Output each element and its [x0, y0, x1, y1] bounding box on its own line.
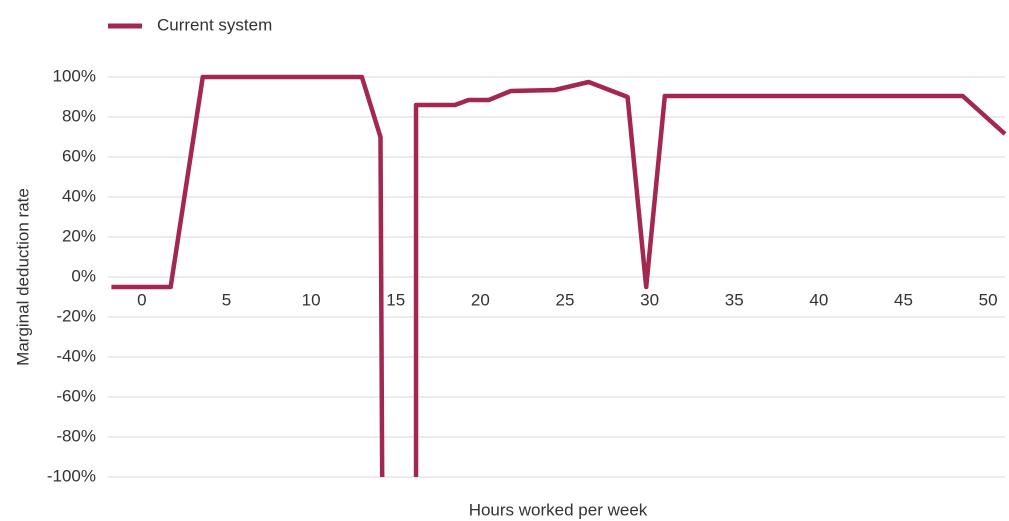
y-tick-label: -20% [56, 306, 96, 325]
y-tick-label: 100% [53, 66, 96, 85]
y-axis-label: Marginal deduction rate [13, 188, 32, 366]
x-tick-label: 45 [894, 290, 913, 309]
x-tick-label: 20 [471, 290, 490, 309]
data-line [111, 74, 1007, 478]
y-tick-label: 20% [62, 226, 96, 245]
legend-label: Current system [157, 15, 272, 34]
x-tick-label: 35 [725, 290, 744, 309]
y-tick-label: -100% [47, 466, 96, 485]
x-tick-label: 5 [222, 290, 231, 309]
x-tick-label: 10 [302, 290, 321, 309]
x-tick-label: 0 [137, 290, 146, 309]
x-tick-label: 25 [556, 290, 575, 309]
x-tick-label: 15 [386, 290, 405, 309]
y-tick-label: -40% [56, 346, 96, 365]
y-tick-label: 0% [71, 266, 96, 285]
y-tick-label: 40% [62, 186, 96, 205]
y-tick-label: -80% [56, 426, 96, 445]
x-tick-label: 30 [640, 290, 659, 309]
x-tick-label: 50 [979, 290, 998, 309]
y-tick-label: 60% [62, 146, 96, 165]
y-tick-label: -60% [56, 386, 96, 405]
y-tick-label: 80% [62, 106, 96, 125]
x-tick-label: 40 [809, 290, 828, 309]
x-axis-label: Hours worked per week [469, 500, 648, 519]
